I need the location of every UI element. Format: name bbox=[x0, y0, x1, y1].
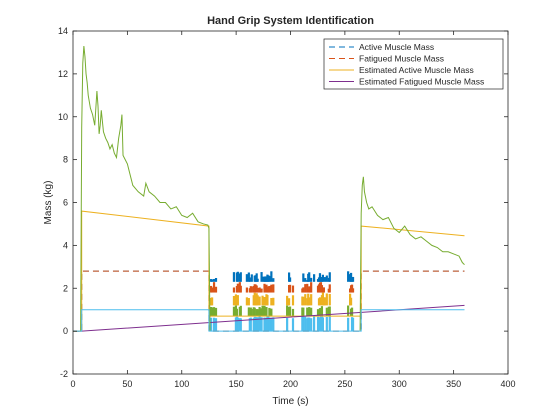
y-tick-label: 14 bbox=[58, 26, 68, 36]
y-tick-label: 4 bbox=[63, 240, 68, 250]
y-tick-label: 0 bbox=[63, 326, 68, 336]
bursts-layer bbox=[210, 271, 355, 332]
y-tick-label: 6 bbox=[63, 198, 68, 208]
series-line-6 bbox=[73, 309, 465, 332]
chart-title: Hand Grip System Identification bbox=[207, 15, 374, 27]
y-tick-label: 12 bbox=[58, 69, 68, 79]
y-tick-label: 8 bbox=[63, 155, 68, 165]
x-tick-label: 200 bbox=[283, 379, 298, 389]
legend-label: Fatigued Muscle Mass bbox=[359, 54, 444, 64]
legend-label: Estimated Active Muscle Mass bbox=[359, 65, 474, 75]
x-axis-label: Time (s) bbox=[272, 396, 308, 407]
x-tick-label: 250 bbox=[337, 379, 352, 389]
x-tick-label: 100 bbox=[174, 379, 189, 389]
y-tick-label: 2 bbox=[63, 283, 68, 293]
x-tick-label: 300 bbox=[392, 379, 407, 389]
y-axis-label: Mass (kg) bbox=[43, 181, 54, 225]
series-line-5 bbox=[359, 176, 465, 332]
x-tick-label: 400 bbox=[500, 379, 515, 389]
series-line-4 bbox=[73, 45, 211, 332]
legend-label: Estimated Fatigued Muscle Mass bbox=[359, 77, 484, 87]
x-tick-label: 150 bbox=[229, 379, 244, 389]
x-tick-label: 350 bbox=[446, 379, 461, 389]
y-tick-label: 10 bbox=[58, 112, 68, 122]
x-tick-label: 0 bbox=[70, 379, 75, 389]
x-tick-label: 50 bbox=[122, 379, 132, 389]
y-tick-label: -2 bbox=[60, 369, 68, 379]
legend-label: Active Muscle Mass bbox=[359, 42, 434, 52]
